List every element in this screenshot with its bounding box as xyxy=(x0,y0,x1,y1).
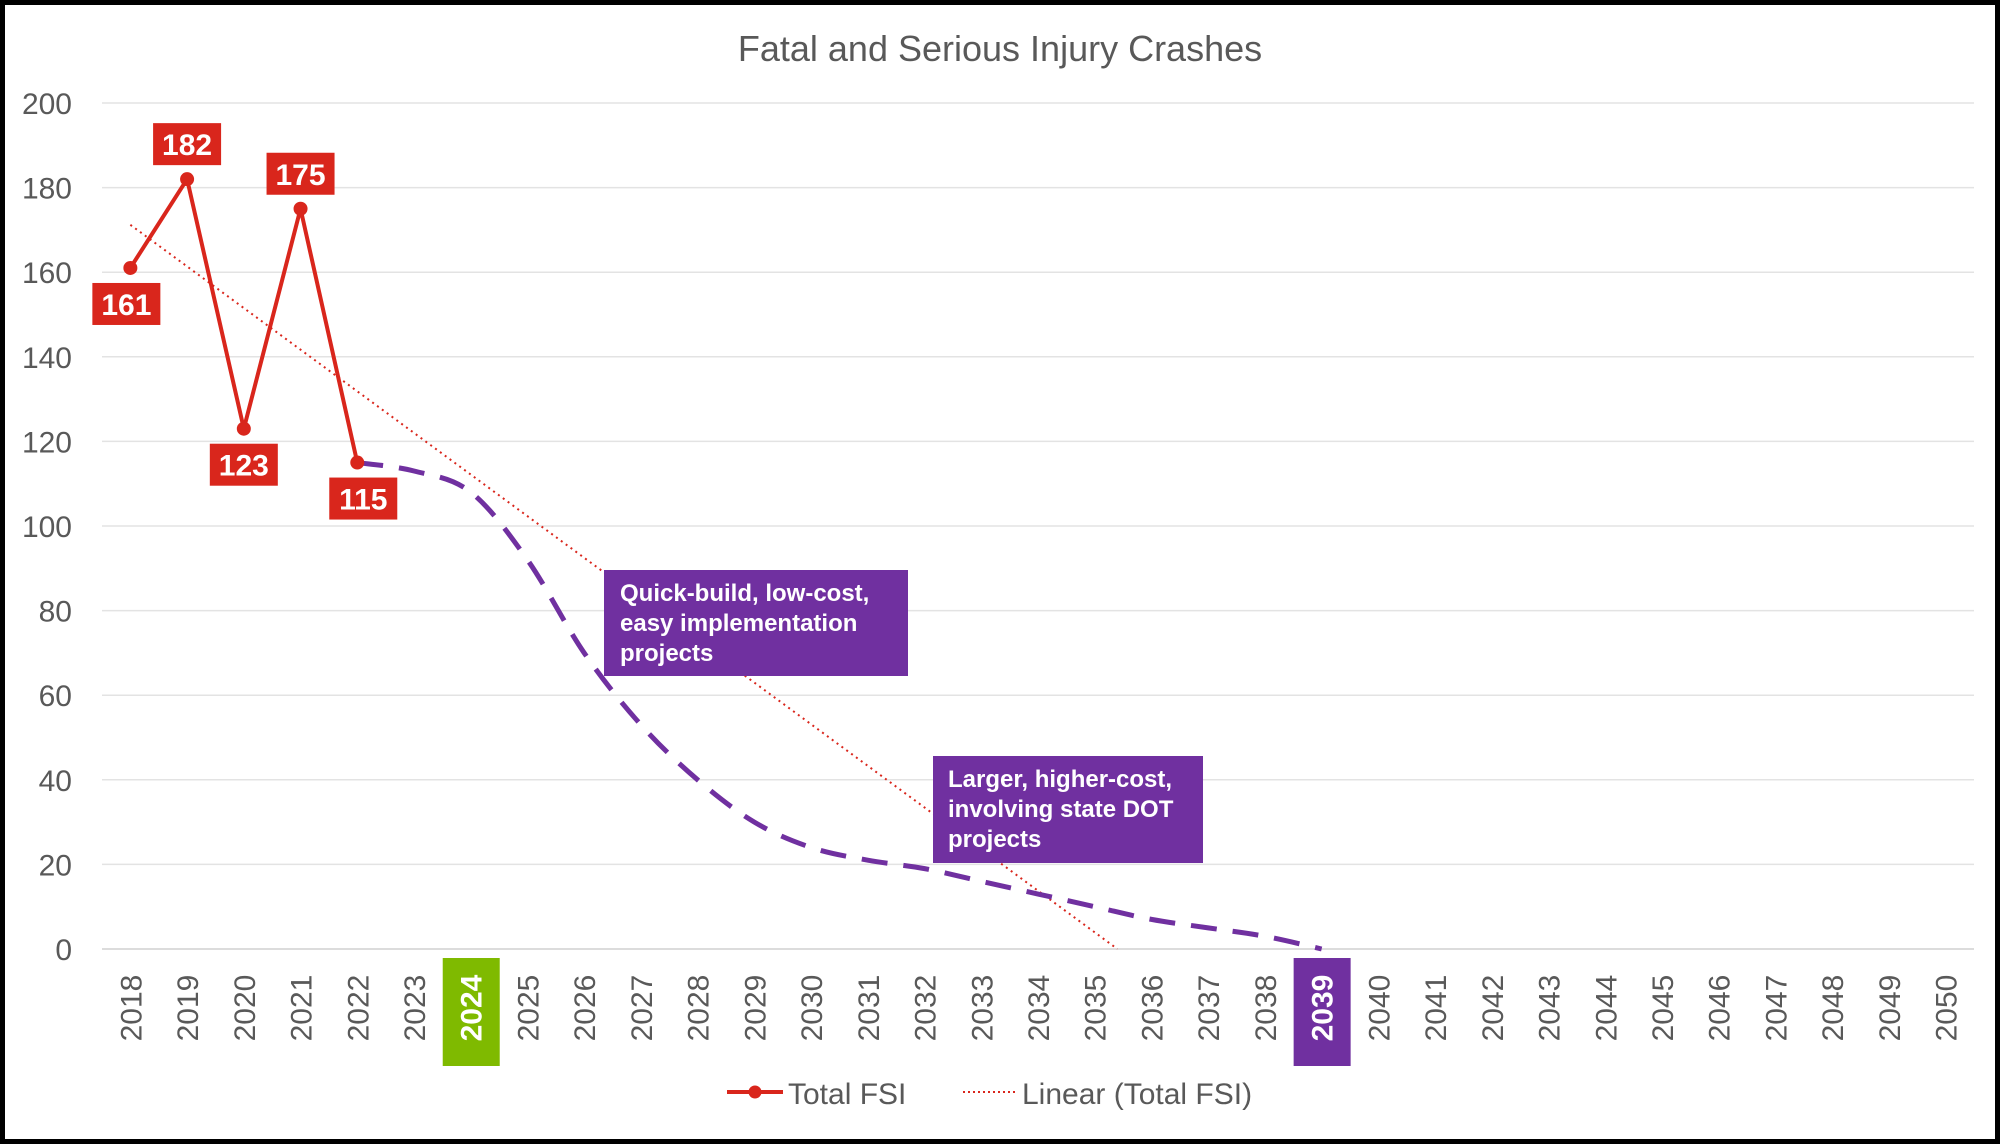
data-label: 123 xyxy=(219,450,269,483)
y-tick-label: 160 xyxy=(22,257,72,290)
x-tick-label: 2047 xyxy=(1760,975,1793,1042)
data-label: 175 xyxy=(276,159,326,192)
chart-title: Fatal and Serious Injury Crashes xyxy=(738,28,1262,69)
data-labels: 161 182 123 175 115 xyxy=(92,123,398,520)
x-tick-label: 2040 xyxy=(1363,975,1396,1042)
x-tick-label: 2022 xyxy=(342,975,375,1042)
x-tick-label: 2045 xyxy=(1647,975,1680,1042)
legend-total-fsi-marker-icon xyxy=(748,1085,762,1099)
y-tick-label: 0 xyxy=(55,934,72,967)
y-tick-label: 120 xyxy=(22,426,72,459)
x-tick-label: 2036 xyxy=(1136,975,1169,1042)
x-tick-label: 2037 xyxy=(1193,975,1226,1042)
legend-total-fsi-label: Total FSI xyxy=(788,1078,906,1111)
x-tick-highlight-2039 xyxy=(1293,958,1351,1066)
data-label: 115 xyxy=(339,484,387,517)
x-tick-label: 2025 xyxy=(512,975,545,1042)
x-tick-label: 2024 xyxy=(456,974,489,1041)
data-label-box xyxy=(153,123,222,166)
x-tick-label: 2039 xyxy=(1307,975,1340,1042)
annotation-state-dot: Larger, higher-cost, involving state DOT… xyxy=(933,756,1203,863)
annotation-line: projects xyxy=(620,640,714,667)
x-tick-label: 2034 xyxy=(1023,975,1056,1042)
x-tick-label: 2050 xyxy=(1931,975,1964,1042)
y-tick-label: 20 xyxy=(39,849,72,882)
annotation-line: Larger, higher-cost, xyxy=(948,766,1173,793)
x-tick-label: 2044 xyxy=(1590,975,1623,1042)
legend-linear-trend-label: Linear (Total FSI) xyxy=(1022,1078,1252,1111)
data-label-box xyxy=(329,477,398,520)
x-axis-ticks: 2018 2019 2020 2021 2022 2023 2024 2025 2026 2027… xyxy=(115,958,1964,1066)
total-fsi-point xyxy=(180,172,195,187)
x-tick-label: 2027 xyxy=(626,975,659,1042)
target-trajectory-dashed-line xyxy=(356,460,1323,952)
data-label: 161 xyxy=(101,289,151,322)
legend: Total FSI Linear (Total FSI) xyxy=(727,1078,1252,1111)
annotation-line: projects xyxy=(948,826,1042,853)
y-tick-label: 60 xyxy=(39,680,72,713)
total-fsi-point xyxy=(350,455,365,470)
x-tick-highlight-2024 xyxy=(442,958,500,1066)
x-tick-label: 2019 xyxy=(172,975,205,1042)
data-label-box xyxy=(92,282,161,325)
x-tick-label: 2038 xyxy=(1250,975,1283,1042)
y-tick-label: 100 xyxy=(22,511,72,544)
x-tick-label: 2032 xyxy=(910,975,943,1042)
data-label-box xyxy=(266,152,335,195)
x-tick-label: 2043 xyxy=(1534,975,1567,1042)
x-tick-label: 2018 xyxy=(115,975,148,1042)
x-tick-label: 2028 xyxy=(683,975,716,1042)
x-tick-label: 2023 xyxy=(399,975,432,1042)
x-tick-label: 2030 xyxy=(796,975,829,1042)
x-tick-label: 2021 xyxy=(286,975,319,1042)
y-tick-label: 80 xyxy=(39,596,72,629)
annotation-line: easy implementation xyxy=(620,610,858,637)
gridlines xyxy=(102,102,1974,950)
x-tick-label: 2048 xyxy=(1817,975,1850,1042)
x-tick-label: 2020 xyxy=(229,975,262,1042)
total-fsi-point xyxy=(123,260,138,275)
total-fsi-point xyxy=(293,201,308,216)
x-tick-label: 2026 xyxy=(569,975,602,1042)
x-tick-label: 2042 xyxy=(1477,975,1510,1042)
y-tick-label: 180 xyxy=(22,173,72,206)
x-tick-label: 2029 xyxy=(739,975,772,1042)
x-tick-label: 2041 xyxy=(1420,975,1453,1042)
x-tick-label: 2049 xyxy=(1874,975,1907,1042)
total-fsi-point xyxy=(236,421,251,436)
x-tick-label: 2046 xyxy=(1704,975,1737,1042)
y-tick-label: 140 xyxy=(22,342,72,375)
y-tick-label: 40 xyxy=(39,765,72,798)
annotation-line: Quick-build, low-cost, xyxy=(620,580,870,607)
annotation-quick-build: Quick-build, low-cost, easy implementati… xyxy=(604,570,908,676)
data-label-box xyxy=(209,443,278,486)
total-fsi-line xyxy=(128,177,360,463)
x-tick-label: 2035 xyxy=(1080,975,1113,1042)
data-label: 182 xyxy=(162,129,212,162)
y-axis-ticks: 0 20 40 60 80 100 120 140 160 180 200 xyxy=(22,88,72,967)
annotation-line: involving state DOT xyxy=(948,796,1174,823)
x-tick-label: 2033 xyxy=(966,975,999,1042)
y-tick-label: 200 xyxy=(22,88,72,121)
x-tick-label: 2031 xyxy=(853,975,886,1042)
